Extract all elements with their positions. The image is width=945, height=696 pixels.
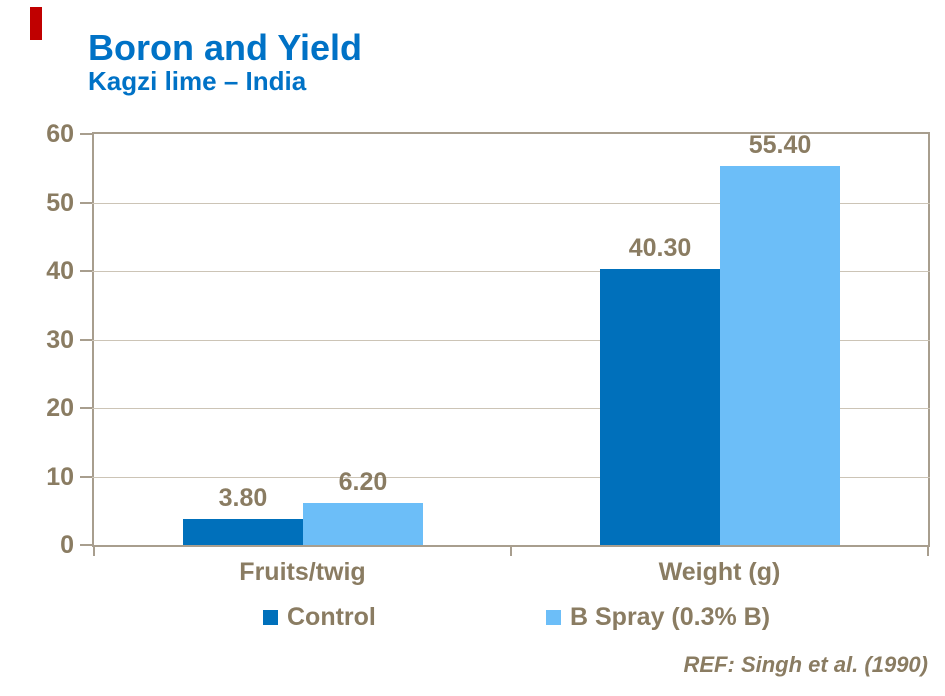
category-label: Weight (g) (658, 558, 781, 586)
y-gridline (92, 408, 930, 409)
category-label: Fruits/twig (239, 558, 366, 586)
data-label: 55.40 (748, 131, 812, 159)
chart-subtitle: Kagzi lime – India (88, 66, 307, 96)
y-axis-label: 20 (46, 394, 74, 422)
y-axis-tick (80, 339, 92, 341)
y-axis-tick (80, 202, 92, 204)
red-accent-bar (30, 7, 42, 40)
y-gridline (92, 271, 930, 272)
y-axis-tick (80, 270, 92, 272)
y-axis-label: 50 (46, 189, 74, 217)
bar-b-spray-0-3-b-fruits-twig (303, 503, 423, 545)
y-axis-tick (80, 544, 92, 546)
y-axis-label: 30 (46, 326, 74, 354)
bar-control-fruits-twig (183, 519, 303, 545)
data-label: 3.80 (218, 484, 268, 512)
data-label: 6.20 (338, 468, 388, 496)
y-gridline (92, 203, 930, 204)
legend-item: B Spray (0.3% B) (546, 602, 770, 632)
legend-item: Control (263, 602, 376, 632)
y-axis-label: 0 (60, 531, 74, 559)
legend-label: Control (287, 603, 376, 631)
x-axis-tick (927, 547, 929, 556)
reference-text: REF: Singh et al. (1990) (683, 652, 929, 677)
y-gridline (92, 340, 930, 341)
bar-b-spray-0-3-b-weight-g (720, 166, 840, 545)
y-axis-label: 10 (46, 463, 74, 491)
y-gridline (92, 477, 930, 478)
bar-control-weight-g (600, 269, 720, 545)
y-axis-label: 60 (46, 120, 74, 148)
x-axis-tick (93, 547, 95, 556)
y-axis-tick (80, 407, 92, 409)
x-axis-tick (510, 547, 512, 556)
legend-swatch (546, 609, 561, 625)
y-axis-tick (80, 476, 92, 478)
chart-title: Boron and Yield (88, 27, 363, 68)
data-label: 40.30 (628, 234, 692, 262)
legend-label: B Spray (0.3% B) (570, 603, 771, 631)
legend-swatch (263, 609, 278, 625)
y-axis-label: 40 (46, 257, 74, 285)
y-axis-tick (80, 133, 92, 135)
